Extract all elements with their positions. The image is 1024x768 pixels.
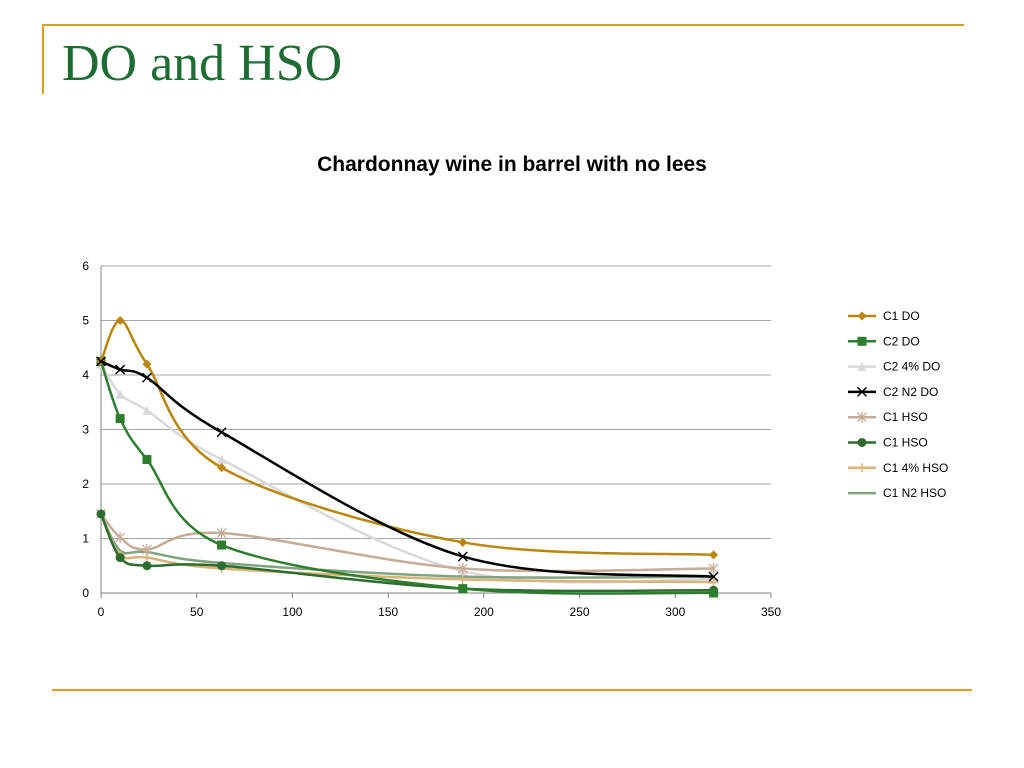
- legend-label: C1 HSO: [883, 436, 928, 450]
- data-point: [141, 372, 152, 383]
- data-point: [457, 562, 468, 574]
- legend: C1 DO C2 DO C2 4% DO C2 N2 DO C1 HSO C1 HSO C1…: [848, 309, 948, 500]
- legend-label: C2 4% DO: [883, 360, 940, 374]
- y-tick-label: 0: [82, 586, 89, 600]
- legend-swatch-marker: [857, 336, 867, 346]
- series-group: [95, 316, 719, 598]
- series-line: [99, 360, 715, 578]
- legend-label: C1 N2 HSO: [883, 486, 946, 500]
- legend-swatch-marker: [857, 463, 867, 473]
- legend-item: C2 N2 DO: [848, 385, 938, 399]
- series-7: [99, 512, 715, 579]
- series-2: [96, 359, 719, 584]
- data-point: [142, 359, 152, 369]
- data-point: [217, 561, 227, 571]
- x-tick-label: 250: [570, 605, 590, 619]
- data-point: [95, 356, 107, 367]
- data-point: [708, 571, 719, 582]
- series-0: [96, 316, 719, 560]
- legend-item: C1 4% HSO: [848, 461, 948, 475]
- legend-label: C1 4% HSO: [883, 461, 948, 475]
- slide-title: DO and HSO: [62, 35, 343, 92]
- data-point: [458, 574, 468, 584]
- series-line: [99, 362, 715, 584]
- legend-label: C2 N2 DO: [883, 385, 938, 399]
- data-point: [709, 577, 719, 587]
- series-line: [99, 319, 715, 557]
- y-tick-label: 4: [82, 368, 89, 382]
- legend-item: C2 DO: [848, 334, 920, 348]
- y-tick-label: 6: [82, 259, 89, 273]
- y-tick-label: 3: [82, 423, 89, 437]
- legend-swatch-marker: [857, 362, 867, 372]
- series-3: [95, 356, 719, 582]
- legend-swatch-marker: [857, 311, 867, 321]
- data-point: [115, 316, 125, 325]
- series-line: [99, 512, 715, 573]
- data-point: [96, 509, 106, 519]
- y-tick-label: 5: [82, 314, 89, 328]
- legend-label: C1 HSO: [883, 410, 928, 424]
- legend-swatch-marker: [857, 411, 867, 423]
- x-tick-label: 0: [98, 605, 105, 619]
- data-point: [709, 588, 719, 598]
- data-point: [217, 540, 227, 550]
- data-point: [115, 389, 125, 399]
- x-tick-label: 200: [474, 605, 494, 619]
- x-tick-label: 300: [665, 605, 685, 619]
- data-point: [115, 364, 126, 375]
- legend-item: C2 4% DO: [848, 360, 940, 374]
- x-tick-label: 100: [282, 605, 302, 619]
- data-point: [217, 463, 227, 473]
- top-rule: [42, 24, 964, 26]
- legend-item: C1 HSO: [848, 436, 928, 450]
- legend-label: C1 DO: [883, 309, 920, 323]
- x-tick-labels: 0 50 100 150 200 250 300 350: [98, 605, 782, 619]
- left-rule: [42, 24, 44, 94]
- x-tick-label: 150: [378, 605, 398, 619]
- y-tick-label: 2: [82, 477, 89, 491]
- data-point: [458, 537, 468, 547]
- data-point: [216, 427, 227, 438]
- data-point: [217, 454, 227, 464]
- legend-item: C1 DO: [848, 309, 920, 323]
- data-point: [216, 527, 227, 539]
- legend-label: C2 DO: [883, 334, 920, 348]
- x-tick-label: 50: [190, 605, 204, 619]
- legend-item: C1 HSO: [848, 410, 928, 424]
- data-point: [458, 584, 468, 594]
- legend-swatch-marker: [856, 386, 868, 397]
- legend-item: C1 N2 HSO: [848, 486, 946, 500]
- gridlines: [101, 265, 771, 539]
- data-point: [115, 553, 125, 563]
- data-point: [115, 531, 126, 543]
- y-tick-label: 1: [82, 532, 89, 546]
- data-point: [141, 543, 152, 555]
- series-line: [99, 512, 715, 584]
- data-point: [457, 551, 468, 562]
- legend-swatch-marker: [857, 438, 867, 447]
- data-point: [115, 414, 125, 424]
- x-tick-label: 350: [761, 605, 781, 619]
- data-point: [142, 405, 152, 415]
- data-point: [708, 562, 719, 574]
- data-point: [142, 561, 152, 571]
- bottom-rule: [52, 689, 972, 691]
- y-tick-labels: 0 1 2 3 4 5 6: [82, 259, 89, 600]
- data-point: [709, 550, 719, 560]
- series-line: [99, 512, 715, 579]
- series-line: [99, 360, 715, 595]
- data-point: [142, 454, 152, 464]
- chart-title: Chardonnay wine in barrel with no lees: [317, 153, 707, 176]
